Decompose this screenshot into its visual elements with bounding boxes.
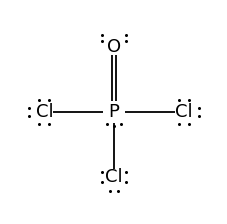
Text: Cl: Cl [105,168,122,186]
Text: P: P [108,103,119,121]
Text: O: O [106,38,121,56]
Text: Cl: Cl [35,103,53,121]
Text: Cl: Cl [174,103,192,121]
